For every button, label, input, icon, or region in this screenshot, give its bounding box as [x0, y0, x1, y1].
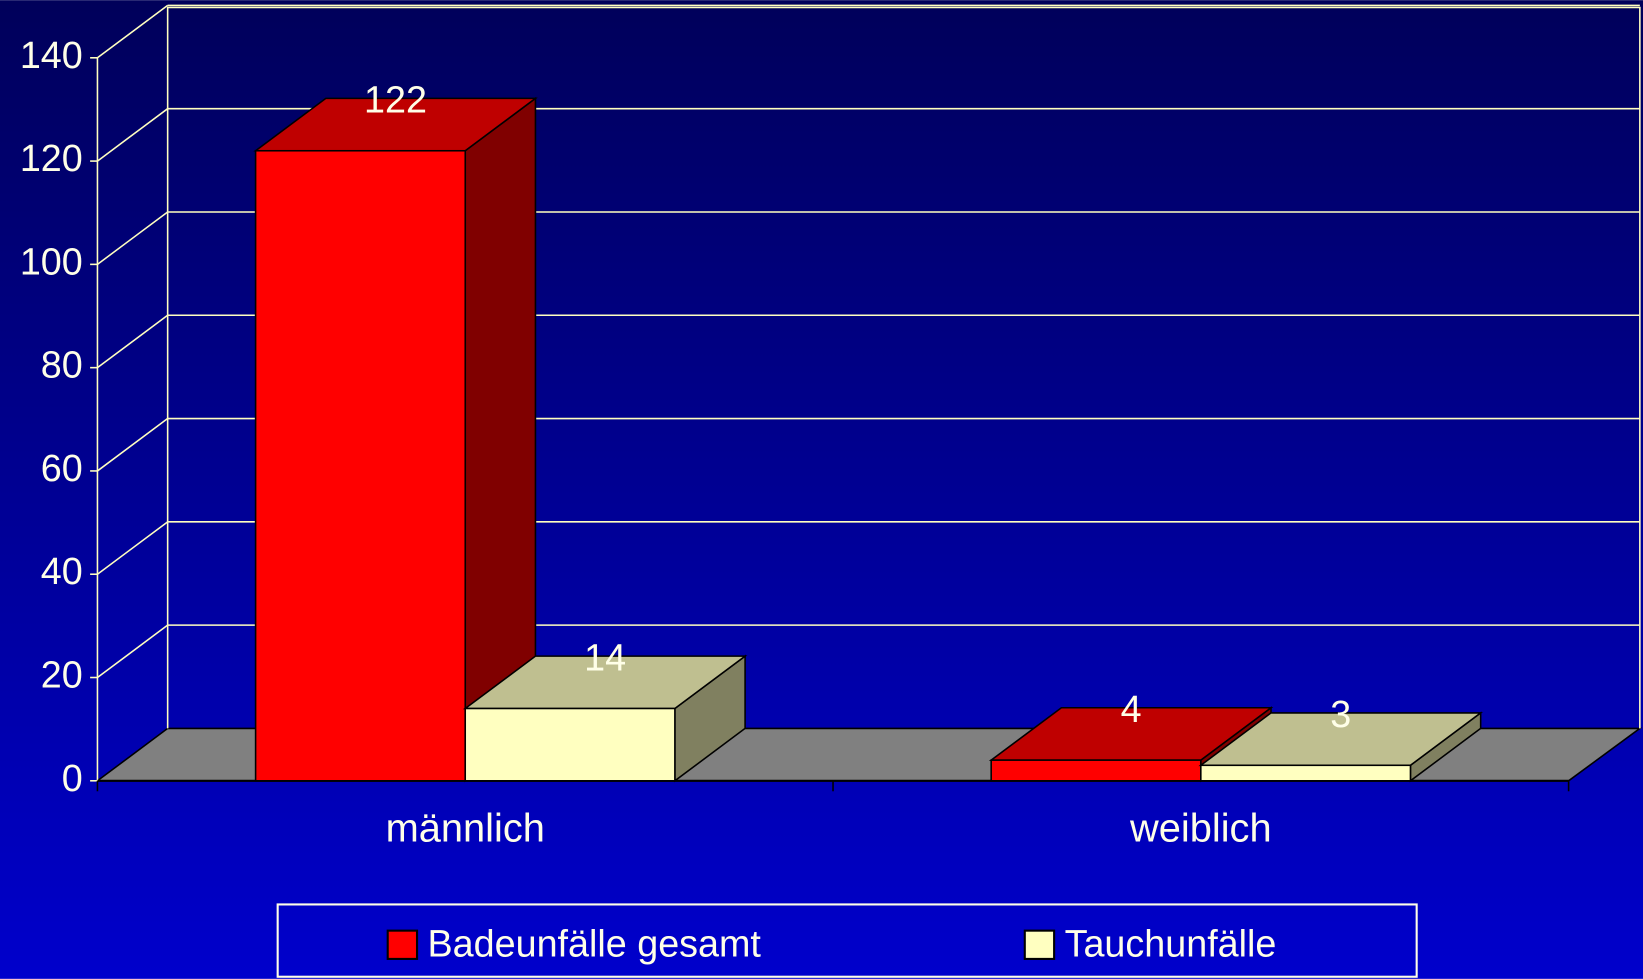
back-wall — [166, 6, 1641, 729]
grid-line — [96, 108, 169, 162]
y-tick-label: 0 — [62, 757, 83, 799]
legend-box — [276, 903, 1418, 978]
grid-line — [96, 4, 169, 59]
y-tick-label: 40 — [41, 550, 83, 592]
y-tick-label: 120 — [20, 137, 83, 179]
legend-swatch — [386, 929, 419, 960]
bar — [464, 707, 676, 782]
value-label: 14 — [584, 636, 626, 678]
y-tick-label: 80 — [41, 344, 83, 386]
grid-line — [96, 211, 169, 265]
x-tick-label: männlich — [386, 807, 545, 851]
legend-label: Tauchunfälle — [1065, 922, 1277, 964]
grid-line — [96, 417, 169, 472]
x-tick-label: weiblich — [1129, 807, 1272, 851]
bar — [990, 759, 1202, 782]
legend-label: Badeunfälle gesamt — [428, 922, 762, 964]
y-tick-label: 140 — [20, 34, 83, 76]
value-label: 4 — [1121, 688, 1142, 730]
y-tick-label: 100 — [20, 240, 83, 282]
y-tick-label: 20 — [41, 653, 83, 695]
grid-line — [96, 314, 169, 369]
grid-line — [96, 624, 169, 679]
value-label: 122 — [364, 79, 427, 121]
bar — [1200, 764, 1412, 782]
y-tick-label: 60 — [41, 447, 83, 489]
bar — [254, 149, 467, 782]
value-label: 3 — [1330, 693, 1351, 735]
legend-swatch — [1023, 929, 1056, 960]
grid-line — [96, 521, 169, 575]
